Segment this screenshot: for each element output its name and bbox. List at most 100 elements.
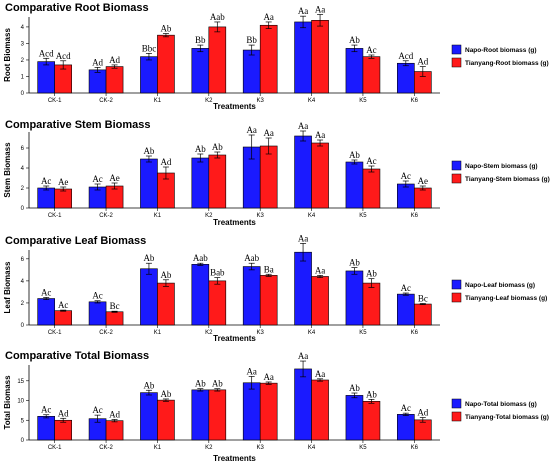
napo-significance-label: Aa [298,6,309,16]
chart-panel-1: Comparative Root Biomass 0 1 2 3 4 Root Biomas… [3,2,549,111]
napo-bar [37,416,55,441]
tianyang-legend-label: Tianyang-Total biomass (g) [465,414,549,421]
tianyang-significance-label: Aa [263,372,274,382]
x-tick-label: K1 [154,98,162,104]
tianyang-bar [414,187,432,209]
tianyang-significance-label: Ad [58,408,69,418]
tianyang-bar [208,280,227,326]
tianyang-bar [208,26,227,94]
tianyang-bar [259,382,278,441]
chart-title: Comparative Stem Biomass [5,119,151,131]
napo-significance-label: Ac [401,283,412,293]
x-tick-label: K2 [205,98,213,104]
x-tick-label: K1 [154,445,162,451]
x-axis-title: Treatments [213,218,256,227]
napo-significance-label: Ab [349,150,360,160]
napo-significance-label: Ab [143,146,154,156]
napo-significance-label: Aa [246,366,257,376]
napo-bar [37,187,55,209]
tianyang-bar [105,311,124,326]
x-tick-label: K1 [154,330,162,336]
y-axis-title: Total Biomass [3,375,12,430]
napo-significance-label: Ab [195,144,206,154]
tianyang-bar [311,142,329,209]
y-tick-label: 0 [21,91,25,97]
tianyang-bar [105,66,124,94]
tianyang-bar [414,303,432,326]
y-tick-label: 3 [21,41,25,47]
napo-bar [140,392,158,441]
tianyang-significance-label: Ab [212,379,223,389]
y-tick-label: 10 [17,399,24,405]
x-tick-label: K4 [308,445,316,451]
x-tick-label: K3 [257,213,265,219]
x-tick-label: K3 [257,98,265,104]
napo-significance-label: Ac [41,287,52,297]
tianyang-significance-label: Ab [366,269,377,279]
tianyang-significance-label: Ab [160,270,171,280]
tianyang-bar [259,275,278,326]
napo-legend-label: Napo-Leaf biomass (g) [465,282,535,289]
x-tick-label: CK-1 [48,330,62,336]
y-tick-label: 4 [21,25,25,31]
napo-significance-label: Ac [41,176,52,186]
y-tick-label: 1 [21,74,25,80]
napo-legend-swatch [451,44,462,55]
x-tick-label: K5 [359,213,367,219]
chart-panel-3: Comparative Leaf Biomass 0 2 4 6 Leaf Biomass… [3,233,547,343]
chart-title: Comparative Root Biomass [5,2,149,14]
y-tick-label: 0 [21,438,25,444]
napo-bar [140,56,158,94]
napo-bar [140,268,158,326]
napo-bar [294,251,312,326]
tianyang-significance-label: Aab [210,12,225,22]
x-tick-label: K5 [359,445,367,451]
legend: Napo-Leaf biomass (g) Tianyang-Leaf bioma… [451,279,547,303]
napo-significance-label: Bbc [142,43,157,53]
napo-significance-label: Aa [298,351,309,361]
napo-bar [37,298,55,326]
napo-bar [242,266,261,326]
y-tick-label: 6 [21,257,25,263]
napo-bar [37,61,55,94]
napo-significance-label: Ab [143,253,154,263]
y-axis-title: Stem Biomass [3,142,12,198]
napo-significance-label: Ac [92,405,103,415]
napo-significance-label: Aab [193,253,208,263]
tianyang-bar [105,420,124,441]
x-tick-label: CK-2 [99,98,113,104]
tianyang-significance-label: Ae [109,173,120,183]
tianyang-significance-label: Ab [160,389,171,399]
x-tick-label: K4 [308,330,316,336]
tianyang-significance-label: Ad [160,157,171,167]
napo-significance-label: Ac [41,405,52,415]
tianyang-bar [259,145,278,209]
tianyang-bar [414,419,432,441]
napo-significance-label: Aa [298,233,309,243]
tianyang-significance-label: Bc [418,293,428,303]
napo-bar [88,69,107,94]
x-tick-label: K2 [205,445,213,451]
x-tick-label: CK-2 [99,213,113,219]
tianyang-significance-label: Ac [366,45,377,55]
tianyang-significance-label: Ad [109,55,120,65]
tianyang-bar [208,389,227,441]
tianyang-significance-label: Ad [417,408,428,418]
napo-significance-label: Aa [246,125,257,135]
x-tick-label: CK-1 [48,213,62,219]
napo-significance-label: Bb [195,35,206,45]
tianyang-significance-label: Aa [263,128,274,138]
tianyang-bar [54,188,72,209]
napo-bar [242,49,261,94]
napo-bar [397,293,415,326]
tianyang-bar [311,379,329,441]
x-tick-label: K2 [205,330,213,336]
napo-legend-swatch [451,279,462,290]
x-tick-label: K1 [154,213,162,219]
y-tick-label: 2 [21,58,25,64]
napo-significance-label: Aab [244,253,259,263]
y-tick-label: 0 [21,323,25,329]
y-tick-label: 4 [21,279,25,285]
tianyang-significance-label: Aa [315,265,326,275]
